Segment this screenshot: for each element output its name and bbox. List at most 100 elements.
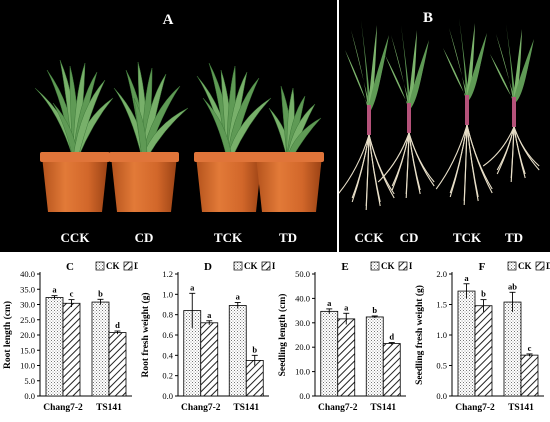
y-axis-label: Root length (cm) xyxy=(2,301,13,369)
pot-label-cck: CCK xyxy=(61,230,91,245)
leaf xyxy=(391,35,411,108)
leaf xyxy=(466,23,475,100)
y-tick-label: 40.0 xyxy=(20,269,35,279)
chart-c: Root length (cm) C CK D 0.0 5.0 10.0 15.0 20.0 25… xyxy=(0,256,141,422)
plant-label-td: TD xyxy=(505,230,523,245)
significance-letter: a xyxy=(327,298,332,308)
photo-panel-b: B CCK CD TCK TD xyxy=(339,0,550,252)
root xyxy=(391,132,410,187)
bar-ck xyxy=(365,316,384,397)
bar-d xyxy=(382,343,401,397)
leaf xyxy=(466,50,483,100)
seedling-leaves xyxy=(34,59,322,159)
bar-d xyxy=(520,354,539,397)
significance-letter: b xyxy=(481,289,486,299)
leaf xyxy=(443,48,469,100)
chart-e: Seedling length (cm)ECKD0.010.020.030.04… xyxy=(275,256,416,422)
chart-d: Root fresh weight (g)DCKD0.00.20.40.60.8… xyxy=(138,256,279,422)
pot-rim xyxy=(109,152,179,162)
pot-label-td: TD xyxy=(279,230,297,245)
y-tick-label: 0.4 xyxy=(162,350,173,360)
stem xyxy=(367,105,371,135)
y-tick-label: 10.0 xyxy=(20,361,35,371)
significance-letter: c xyxy=(528,343,532,353)
chart-f: Seedling fresh weight (g) F CK D 0.0 0.5 1.0 1.… xyxy=(412,256,550,422)
y-tick-label: 1.0 xyxy=(436,330,447,340)
pot-label-tck: TCK xyxy=(214,230,243,245)
leaf xyxy=(361,20,371,110)
significance-letter: b xyxy=(252,344,257,354)
bar-d xyxy=(200,322,219,397)
legend-swatch-d xyxy=(535,261,545,271)
stem xyxy=(407,103,411,133)
pots xyxy=(40,152,324,212)
y-tick-label: 40.0 xyxy=(295,293,310,303)
root xyxy=(435,124,468,190)
y-tick-label: 50.0 xyxy=(295,269,310,279)
leaf xyxy=(513,39,534,102)
y-tick-label: 20.0 xyxy=(20,330,35,340)
significance-letter: c xyxy=(70,289,74,299)
y-tick-label: 15.0 xyxy=(20,345,35,355)
pot xyxy=(256,156,322,212)
significance-letter: a xyxy=(236,291,241,301)
significance-letter: b xyxy=(98,288,103,298)
leaf xyxy=(490,54,516,102)
pot-label-cd: CD xyxy=(135,230,154,245)
panel-letter: D xyxy=(204,261,212,273)
y-tick-label: 25.0 xyxy=(20,315,35,325)
root xyxy=(482,126,515,167)
x-tick-label: Chang7-2 xyxy=(318,403,358,413)
y-tick-label: 5.0 xyxy=(24,376,35,386)
root xyxy=(408,132,435,183)
significance-letter: a xyxy=(190,282,195,292)
photo-a-labels: CCK CD TCK TD xyxy=(61,230,297,245)
bar-ck xyxy=(457,290,476,397)
y-tick-label: 0.8 xyxy=(162,310,173,320)
plant-label-cd: CD xyxy=(400,230,419,245)
leaf xyxy=(496,34,516,102)
leaf xyxy=(408,30,417,108)
bar-ck xyxy=(91,301,110,397)
pot xyxy=(111,156,177,212)
leaf xyxy=(351,30,371,110)
x-tick-label: Chang7-2 xyxy=(43,403,83,413)
photo-b-labels: CCK CD TCK TD xyxy=(355,230,523,245)
root xyxy=(351,134,370,203)
legend-label-d: D xyxy=(134,261,138,271)
root xyxy=(339,134,370,194)
panel-letter: E xyxy=(341,261,348,273)
pot-rim xyxy=(194,152,264,162)
chart-e-svg: Seedling length (cm)ECKD0.010.020.030.04… xyxy=(277,261,416,413)
chart-c-svg: Root length (cm) C CK D 0.0 5.0 10.0 15.0 20.0 25… xyxy=(2,261,141,413)
x-tick-label: Chang7-2 xyxy=(455,403,495,413)
legend-label-ck: CK xyxy=(244,261,258,271)
pot-rim xyxy=(40,152,110,162)
y-tick-label: 0.6 xyxy=(162,330,173,340)
legend-swatch-ck xyxy=(507,261,517,271)
root xyxy=(466,124,479,198)
pot-rim xyxy=(254,152,324,162)
root xyxy=(449,124,468,198)
legend-swatch-d xyxy=(123,261,133,271)
root xyxy=(463,124,468,206)
y-tick-label: 30.0 xyxy=(295,318,310,328)
legend-label-ck: CK xyxy=(106,261,120,271)
legend-swatch-d xyxy=(398,261,408,271)
significance-letter: a xyxy=(207,310,212,320)
y-tick-label: 0.5 xyxy=(436,361,447,371)
legend-swatch-ck xyxy=(370,261,380,271)
leaf xyxy=(133,97,148,159)
significance-letter: a xyxy=(464,273,469,283)
bar-ck xyxy=(45,297,64,397)
legend-swatch-ck xyxy=(233,261,243,271)
pots-photo-illustration: A CCK CD TCK TD xyxy=(34,12,324,245)
significance-letter: d xyxy=(115,320,120,330)
y-tick-label: 0.0 xyxy=(299,391,310,401)
chart-f-svg: Seedling fresh weight (g) F CK D 0.0 0.5 1.0 1.… xyxy=(414,261,550,413)
y-tick-label: 20.0 xyxy=(295,342,310,352)
root xyxy=(510,126,515,183)
y-axis-label: Root fresh weight (g) xyxy=(140,292,151,377)
root xyxy=(513,126,540,167)
bar-d xyxy=(474,305,493,397)
